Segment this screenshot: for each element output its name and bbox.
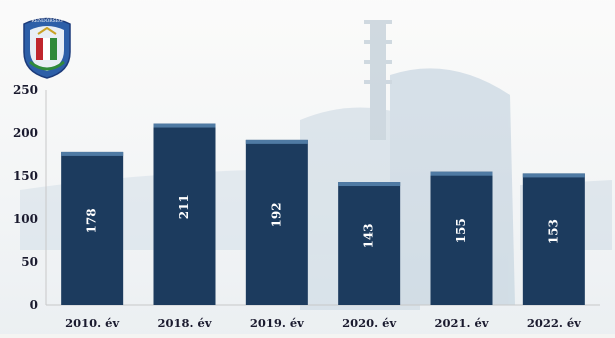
bar	[153, 123, 216, 305]
bar-top-highlight	[61, 151, 124, 156]
bar-data-label: 192	[269, 202, 283, 227]
x-tick-label: 2020. év	[342, 316, 396, 330]
y-tick-label: 100	[13, 212, 38, 226]
y-tick-label: 50	[21, 255, 38, 269]
bar-top-highlight	[245, 139, 308, 144]
x-axis-ticks: 2010. év 2018. év 2019. év 2020. év 2021. év…	[65, 316, 581, 330]
bar-data-label: 143	[362, 223, 376, 248]
bar-data-label: 178	[85, 208, 99, 233]
logo-text: RENDŐRSÉG	[31, 16, 63, 24]
bar-top-highlight	[430, 171, 493, 176]
x-tick-label: 2022. év	[527, 316, 581, 330]
x-tick-label: 2010. év	[65, 316, 119, 330]
bar	[245, 139, 308, 305]
bar	[61, 151, 124, 305]
bar-data-label: 153	[546, 219, 560, 244]
y-axis-ticks: 0 50 100 150 200 250	[13, 83, 38, 312]
bar-series: 178 211 192 143 155 153	[61, 123, 585, 305]
x-tick-label: 2019. év	[250, 316, 304, 330]
police-crest-icon: RENDŐRSÉG	[23, 16, 71, 79]
y-tick-label: 0	[30, 298, 38, 312]
bar	[430, 171, 493, 305]
bar	[522, 173, 585, 305]
bar-data-label: 155	[454, 218, 468, 243]
x-tick-label: 2021. év	[434, 316, 488, 330]
bar-top-highlight	[153, 123, 216, 128]
bar-top-highlight	[338, 182, 401, 187]
x-tick-label: 2018. év	[157, 316, 211, 330]
y-tick-label: 200	[13, 126, 38, 140]
bar-top-highlight	[522, 173, 585, 178]
y-tick-label: 150	[13, 169, 38, 183]
bar-data-label: 211	[177, 194, 191, 219]
bar	[338, 182, 401, 305]
y-tick-label: 250	[13, 83, 38, 97]
